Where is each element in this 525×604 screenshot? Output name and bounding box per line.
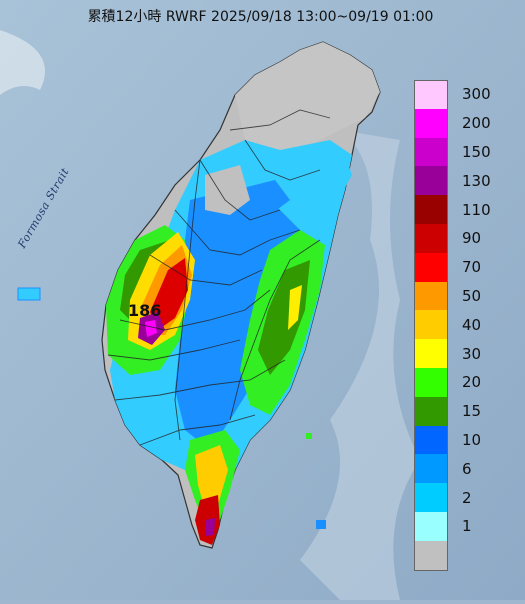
legend-swatch — [414, 80, 448, 110]
legend-swatch — [414, 252, 448, 282]
legend: 300 200 150 130 110 90 70 50 40 30 20 15 10 6 2 1 — [414, 80, 519, 571]
cloud-texture-west — [0, 30, 45, 95]
region-west-magenta — [145, 320, 157, 337]
region-northwest-gray — [205, 165, 250, 215]
legend-label: 90 — [462, 229, 482, 248]
county-boundaries — [107, 109, 331, 446]
map-title-text: 累積12小時 RWRF 2025/09/18 13:00~09/19 01:00 — [87, 9, 434, 25]
legend-swatch — [414, 339, 448, 368]
legend-swatch — [414, 195, 448, 224]
legend-swatch — [414, 137, 448, 167]
legend-label: 10 — [462, 431, 482, 449]
legend-label: 150 — [462, 143, 491, 161]
region-east-yellow — [288, 285, 302, 330]
legend-label: 1 — [462, 517, 472, 536]
legend-label: 2 — [462, 488, 472, 507]
legend-label: 15 — [462, 402, 482, 421]
legend-label: 70 — [462, 258, 482, 277]
legend-label: 130 — [462, 171, 491, 190]
peak-value-label: 186 — [128, 301, 162, 320]
legend-label: 30 — [462, 344, 482, 363]
green-island — [316, 520, 326, 529]
legend-swatch — [414, 166, 448, 196]
region-north-gray — [235, 42, 380, 150]
legend-swatch — [414, 281, 448, 311]
legend-swatch — [414, 396, 448, 426]
legend-swatch — [414, 512, 448, 541]
orchid-island — [306, 433, 312, 439]
legend-swatch — [414, 540, 448, 571]
legend-swatch — [414, 224, 448, 253]
legend-swatch — [414, 425, 448, 455]
legend-label: 6 — [462, 459, 472, 478]
legend-label: 200 — [462, 114, 491, 133]
legend-label: 40 — [462, 315, 482, 334]
legend-label: 300 — [462, 85, 491, 104]
legend-swatch — [414, 310, 448, 340]
map-title: 累積12小時 RWRF 2025/09/18 13:00~09/19 01:00 — [0, 6, 525, 26]
region-north-patch — [300, 150, 352, 200]
legend-label: 50 — [462, 287, 482, 305]
legend-swatch — [414, 368, 448, 397]
region-south-yellow — [195, 445, 228, 510]
legend-swatch — [414, 483, 448, 512]
region-south-purple — [205, 518, 215, 536]
legend-swatch — [414, 454, 448, 484]
legend-swatch — [414, 108, 448, 138]
region-north-blue-patch — [235, 180, 290, 215]
region-west-red — [150, 258, 188, 330]
penghu-islands — [17, 287, 41, 301]
legend-label: 110 — [462, 200, 491, 219]
legend-label: 20 — [462, 373, 482, 392]
cloud-texture — [300, 130, 420, 600]
